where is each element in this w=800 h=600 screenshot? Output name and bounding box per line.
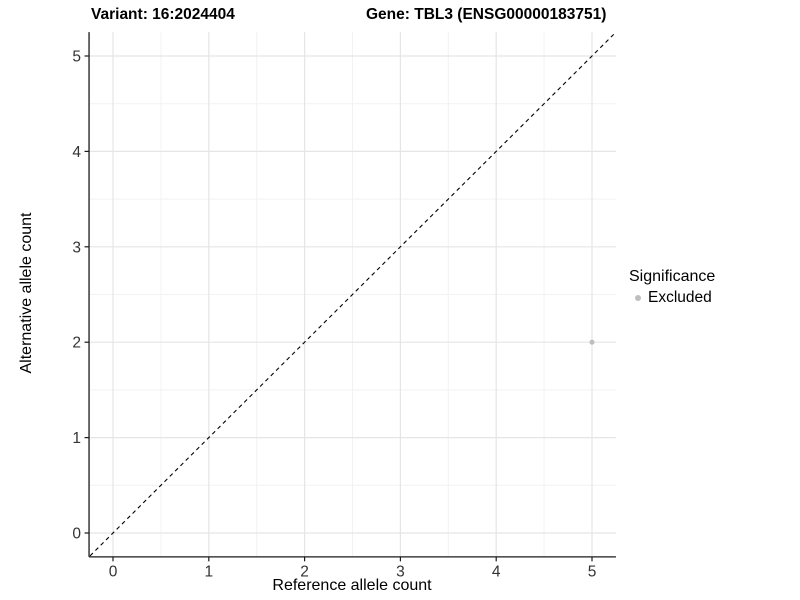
legend-item-label: Excluded (648, 289, 712, 306)
x-tick-label: 4 (492, 563, 501, 580)
y-tick-label: 0 (72, 526, 81, 543)
identity-dashed-line (89, 32, 616, 557)
y-tick-label: 2 (72, 335, 81, 352)
legend-title: Significance (629, 268, 716, 285)
legend: Significance Excluded (629, 268, 715, 307)
legend-key-dot (635, 295, 641, 301)
y-tick-label: 1 (72, 430, 81, 447)
plot-title-gene: Gene: TBL3 (ENSG00000183751) (366, 6, 607, 23)
y-tick-label: 5 (72, 49, 81, 66)
x-tick-label: 0 (109, 563, 118, 580)
x-tick-label: 5 (588, 563, 597, 580)
x-tick-label: 2 (300, 563, 309, 580)
x-tick-label: 1 (204, 563, 213, 580)
x-tick-label: 3 (396, 563, 405, 580)
x-axis-label: Reference allele count (272, 577, 432, 594)
plot-title-variant: Variant: 16:2024404 (91, 6, 235, 23)
y-tick-label: 4 (72, 144, 81, 161)
y-axis-label: Alternative allele count (18, 212, 35, 374)
y-tick-label: 3 (72, 239, 81, 256)
data-point-excluded (589, 339, 595, 345)
legend-item-excluded: Excluded (629, 289, 715, 307)
